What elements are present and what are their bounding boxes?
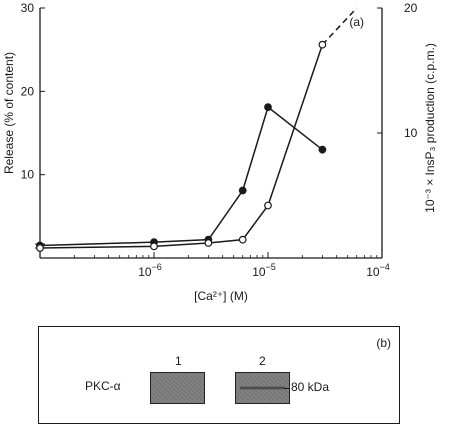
x-tick-label: 10−4 <box>366 262 390 279</box>
panel-b-label: (b) <box>376 336 391 350</box>
series-2-point <box>150 242 158 251</box>
y-left-tick-label: 30 <box>21 1 35 15</box>
blot-band-80kda <box>240 386 285 390</box>
y-left-tick-label: 10 <box>21 168 35 182</box>
y-left-tick-label: 20 <box>21 84 35 98</box>
x-tick-label: 10−6 <box>138 262 162 279</box>
lane-2-label: 2 <box>259 354 266 368</box>
panel-a-label: (a) <box>349 15 364 29</box>
lane-1-label: 1 <box>175 354 182 368</box>
series-2-line <box>39 44 324 249</box>
y-axis-left-title: Release (% of content) <box>2 52 16 174</box>
blot-lane-1 <box>150 372 205 404</box>
x-tick-label: 10−5 <box>252 262 276 279</box>
series-1-point <box>238 186 247 195</box>
x-axis-title: [Ca²⁺] (M) <box>194 289 248 303</box>
molecular-weight-marker: 80 kDa <box>291 380 330 394</box>
series-1-point <box>264 103 272 112</box>
series-2-point <box>264 201 272 210</box>
series-1-point <box>318 145 327 154</box>
series-1-line <box>39 105 323 247</box>
line-chart: 10 20 30 10 20 10−6 10−5 10−4 [Ca²⁺] (M) Release … <box>2 1 437 303</box>
y-axis-right-title: 10⁻³ × InsP₃ production (c.p.m.) <box>423 43 437 213</box>
blot-lane-2 <box>235 372 290 404</box>
series-2-dashed-extension <box>321 7 358 46</box>
series-2-point <box>318 40 327 49</box>
pkc-alpha-label: PKC-α <box>85 379 121 393</box>
series-2-point <box>36 244 44 252</box>
y-right-tick-label: 20 <box>404 1 418 15</box>
marker-dash <box>284 388 290 389</box>
series-2-point <box>238 235 247 244</box>
western-blot-panel: (b) 1 2 PKC-α 80 kDa <box>38 326 400 424</box>
series-2-point <box>204 239 213 247</box>
y-right-tick-label: 10 <box>404 126 418 140</box>
